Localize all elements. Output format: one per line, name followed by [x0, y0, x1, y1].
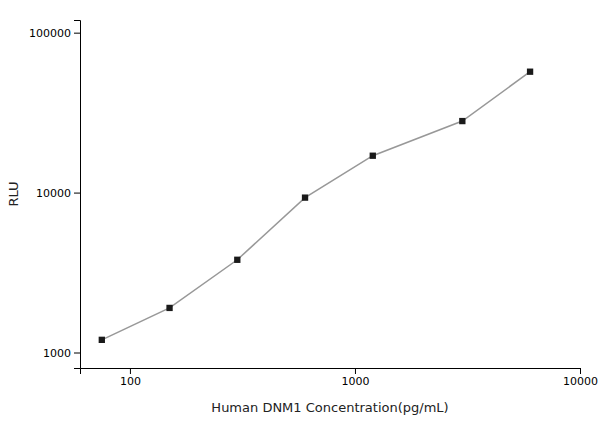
chart: 100 1000 10000 1000 10000 100000 Human DNM1 Co…	[0, 0, 608, 426]
y-tick-label: 10000	[36, 187, 71, 200]
marker	[166, 305, 172, 311]
y-tick: 1000	[43, 347, 80, 360]
marker	[370, 153, 376, 159]
y-tick: 100000	[29, 27, 80, 40]
y-tick-mark	[74, 33, 80, 34]
marks	[99, 69, 534, 343]
marker	[302, 194, 308, 200]
y-tick: 10000	[36, 187, 80, 200]
x-tick-mark	[580, 368, 581, 374]
y-tick-label: 1000	[43, 347, 71, 360]
x-axis-line	[81, 369, 581, 375]
x-tick: 10000	[563, 368, 598, 388]
line	[102, 72, 530, 340]
x-tick: 1000	[341, 368, 369, 388]
y-tick-label: 100000	[29, 27, 71, 40]
x-tick-mark	[130, 368, 131, 374]
x-tick: 100	[120, 368, 141, 388]
marker	[99, 337, 105, 343]
y-axis: 1000 10000 100000	[29, 21, 81, 369]
x-tick-mark	[355, 368, 356, 374]
x-tick-label: 1000	[341, 375, 369, 388]
y-tick-mark	[74, 193, 80, 194]
x-axis: 100 1000 10000	[81, 368, 599, 388]
y-axis-title: RLU	[6, 181, 21, 206]
y-axis-line	[74, 21, 81, 369]
x-axis-title: Human DNM1 Concentration(pg/mL)	[211, 400, 448, 415]
y-tick-mark	[74, 353, 80, 354]
marker	[459, 118, 465, 124]
marker	[234, 257, 240, 263]
marker	[527, 69, 533, 75]
x-tick-label: 10000	[563, 375, 598, 388]
x-tick-label: 100	[120, 375, 141, 388]
plot-area: 100 1000 10000 1000 10000 100000	[29, 21, 598, 388]
